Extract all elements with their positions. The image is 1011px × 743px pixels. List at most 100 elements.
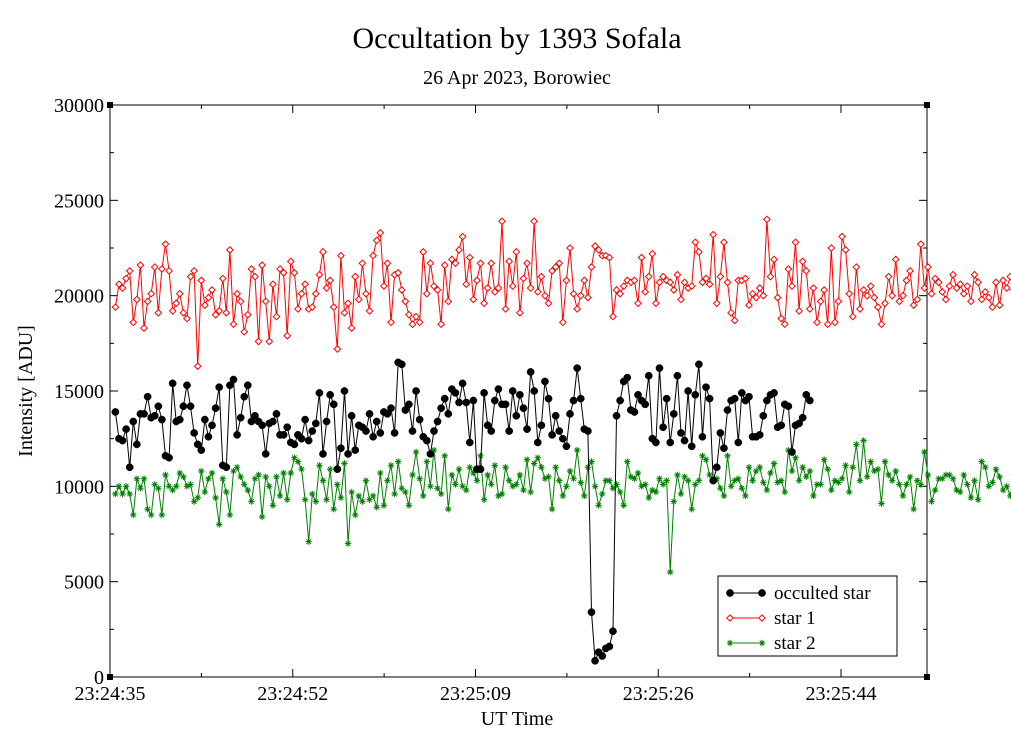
- data-point: [795, 419, 803, 428]
- data-point: [362, 289, 370, 298]
- data-point: [1007, 492, 1011, 500]
- data-point: [391, 490, 398, 498]
- data-point: [372, 417, 381, 426]
- data-point: [408, 320, 417, 329]
- data-point: [183, 314, 191, 323]
- data-point: [205, 475, 212, 482]
- data-point: [298, 465, 305, 473]
- data-point: [573, 305, 582, 313]
- data-point: [616, 289, 625, 298]
- data-point: [323, 496, 330, 503]
- data-point: [551, 263, 560, 271]
- data-point: [197, 276, 206, 285]
- data-point: [426, 259, 435, 268]
- data-point: [255, 471, 262, 479]
- legend-label: occulted star: [774, 583, 871, 604]
- data-point: [433, 417, 442, 426]
- data-point: [340, 308, 349, 317]
- data-point: [677, 295, 685, 304]
- data-point: [742, 492, 749, 500]
- data-point: [158, 511, 166, 519]
- data-point: [150, 263, 159, 271]
- data-point: [970, 270, 979, 279]
- data-point: [473, 276, 481, 285]
- data-point: [440, 261, 449, 270]
- data-point: [906, 473, 914, 480]
- data-point: [545, 473, 552, 480]
- data-point: [866, 282, 875, 291]
- data-point: [119, 490, 126, 498]
- data-point: [165, 266, 173, 275]
- data-point: [903, 481, 910, 488]
- data-point: [982, 464, 989, 471]
- data-point: [891, 255, 900, 264]
- data-point: [523, 259, 531, 268]
- data-point: [186, 272, 195, 281]
- data-point: [290, 268, 299, 277]
- data-point: [172, 299, 181, 308]
- data-point: [677, 490, 685, 498]
- data-point: [573, 364, 582, 372]
- data-point: [319, 450, 327, 458]
- data-point: [279, 431, 288, 439]
- data-point: [977, 295, 986, 304]
- data-point: [964, 481, 971, 488]
- data-point: [261, 297, 270, 306]
- data-point: [620, 502, 627, 509]
- data-point: [960, 471, 967, 479]
- data-point: [576, 394, 585, 403]
- data-point: [873, 303, 882, 312]
- data-point: [999, 276, 1008, 285]
- data-point: [465, 253, 474, 262]
- data-point: [599, 490, 606, 498]
- data-point: [816, 297, 825, 306]
- data-point: [544, 394, 553, 403]
- data-point: [437, 320, 446, 329]
- data-point: [462, 398, 471, 407]
- data-point: [805, 305, 814, 313]
- data-point: [562, 442, 571, 451]
- data-point: [440, 394, 449, 403]
- data-point: [143, 392, 152, 401]
- data-point: [688, 506, 695, 513]
- data-point: [236, 297, 245, 306]
- data-point: [344, 299, 352, 308]
- data-point: [533, 438, 542, 447]
- data-point: [788, 467, 796, 475]
- chart-title: Occultation by 1393 Sofala: [352, 22, 681, 55]
- data-point: [490, 396, 499, 405]
- data-point: [803, 473, 810, 480]
- data-point: [480, 299, 488, 308]
- data-point: [501, 400, 510, 409]
- data-point: [283, 423, 292, 432]
- data-point: [758, 639, 766, 647]
- data-point: [175, 415, 184, 424]
- data-point: [175, 289, 184, 298]
- data-point: [737, 389, 746, 397]
- data-point: [548, 266, 557, 275]
- data-point: [226, 511, 234, 519]
- data-point: [155, 485, 162, 492]
- data-point: [311, 419, 320, 428]
- data-point: [458, 379, 467, 388]
- data-point: [992, 278, 1000, 287]
- data-point: [140, 324, 148, 332]
- data-point: [773, 293, 782, 302]
- data-point: [480, 496, 488, 503]
- data-point: [996, 473, 1003, 480]
- data-point: [798, 413, 807, 422]
- data-point: [240, 392, 249, 401]
- data-point: [605, 253, 614, 262]
- data-point: [458, 232, 467, 241]
- data-point: [147, 511, 155, 519]
- data-point: [455, 245, 463, 254]
- data-point: [477, 452, 484, 460]
- data-point: [758, 614, 766, 622]
- data-point: [534, 454, 541, 461]
- data-point: [369, 492, 377, 500]
- data-point: [352, 511, 359, 519]
- data-point: [498, 490, 506, 498]
- data-point: [949, 270, 957, 279]
- data-point: [863, 473, 871, 480]
- data-point: [745, 301, 753, 310]
